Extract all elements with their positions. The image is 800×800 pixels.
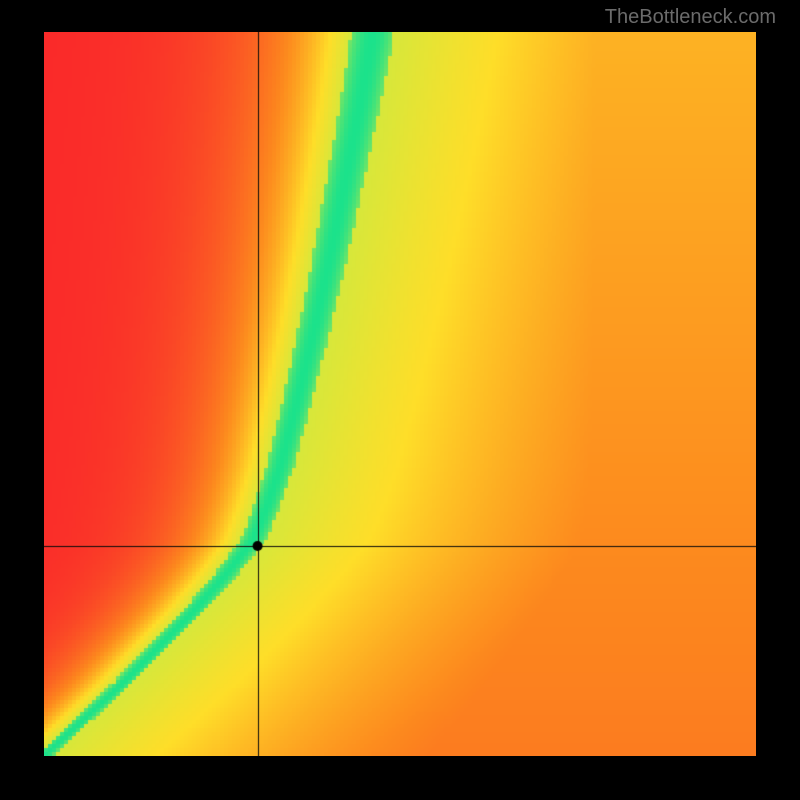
chart-container: TheBottleneck.com	[0, 0, 800, 800]
watermark: TheBottleneck.com	[605, 6, 776, 29]
heatmap-canvas	[44, 32, 756, 756]
plot-area	[44, 32, 756, 756]
